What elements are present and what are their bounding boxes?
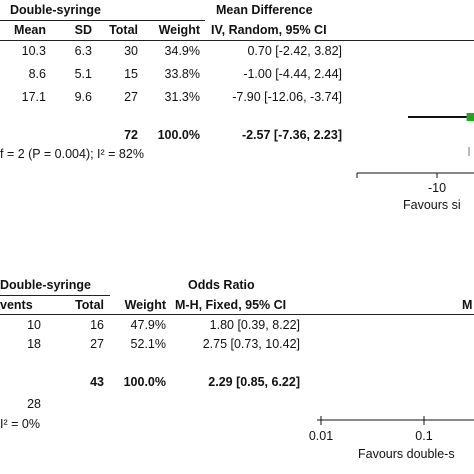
mean-cell: 8.6: [28, 67, 46, 81]
weight-cell: 47.9%: [130, 318, 166, 332]
header-divider: [0, 314, 474, 315]
mean-cell: 10.3: [21, 44, 46, 58]
column-header-events: vents: [0, 298, 33, 312]
weight-cell: 34.9%: [164, 44, 200, 58]
ci-cell: 1.80 [0.39, 8.22]: [209, 318, 300, 332]
ci-cell: -7.90 [-12.06, -3.74]: [232, 90, 342, 104]
group-header: Double-syringe: [0, 278, 91, 292]
axis-tick-label: 0.01: [308, 429, 334, 443]
events-cell: 18: [27, 337, 41, 351]
column-header-weight: Weight: [158, 23, 200, 37]
weight-cell: 52.1%: [130, 337, 166, 351]
effect-header: Mean Difference: [216, 3, 313, 17]
total-cell: 27: [124, 90, 138, 104]
ci-cell: 2.75 [0.73, 10.42]: [202, 337, 300, 351]
total-cell: 30: [124, 44, 138, 58]
total-cell: 15: [124, 67, 138, 81]
sd-cell: 6.3: [74, 44, 92, 58]
forest-plot-mean-difference: [356, 113, 474, 178]
column-header-total: Total: [109, 23, 138, 37]
column-header-total: Total: [75, 298, 104, 312]
summary-ci: 2.29 [0.85, 6.22]: [208, 375, 300, 389]
total-cell: 27: [90, 337, 104, 351]
events-cell: 10: [27, 318, 41, 332]
summary-weight: 100.0%: [157, 128, 200, 142]
weight-cell: 33.8%: [164, 67, 200, 81]
sd-cell: 5.1: [74, 67, 92, 81]
mean-cell: 17.1: [21, 90, 46, 104]
total-cell: 16: [90, 318, 104, 332]
summary-ci: -2.57 [-7.36, 2.23]: [241, 128, 342, 142]
column-header-sd: SD: [74, 23, 92, 37]
events-total: 28: [27, 397, 41, 411]
effect-subheader: M-H, Fixed, 95% CI: [175, 298, 287, 312]
axis-tick-label: 0.1: [415, 429, 433, 443]
summary-total: 72: [124, 128, 138, 142]
group-header-underline: [0, 295, 110, 296]
column-header-weight: Weight: [124, 298, 166, 312]
group-header-underline: [0, 20, 205, 21]
heterogeneity-text: I² = 0%: [0, 417, 40, 431]
axis-tick-label: -10: [427, 181, 447, 195]
effect-header: Odds Ratio: [188, 278, 255, 292]
ci-cell: -1.00 [-4.44, 2.44]: [243, 67, 342, 81]
effect-subheader: IV, Random, 95% CI: [211, 23, 327, 37]
weight-cell: 31.3%: [164, 90, 200, 104]
ci-cell: 0.70 [-2.42, 3.82]: [247, 44, 342, 58]
group-header: Double-syringe: [10, 3, 101, 17]
heterogeneity-text: f = 2 (P = 0.004); I² = 82%: [0, 147, 144, 161]
study-marker: [466, 113, 474, 121]
right-header-fragment: M: [462, 298, 473, 312]
header-divider: [0, 40, 474, 41]
summary-weight: 100.0%: [123, 375, 166, 389]
axis-caption: Favours si: [403, 198, 461, 212]
summary-total: 43: [90, 375, 104, 389]
axis-caption: Favours double-s: [358, 447, 455, 461]
column-header-mean: Mean: [14, 23, 46, 37]
sd-cell: 9.6: [74, 90, 92, 104]
forest-plot-odds-ratio: [317, 416, 474, 425]
